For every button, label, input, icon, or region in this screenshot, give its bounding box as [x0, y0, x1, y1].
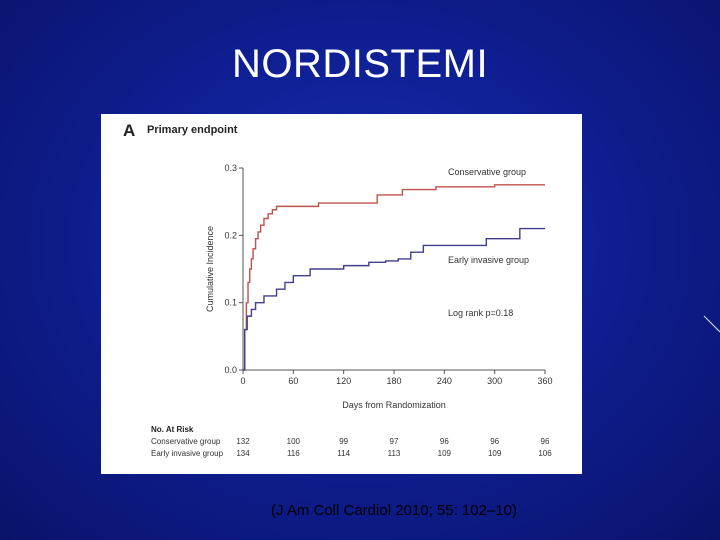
- at-risk-value: 109: [488, 449, 502, 458]
- legend-label-conservative: Conservative group: [448, 167, 526, 177]
- x-tick-label: 240: [437, 376, 452, 386]
- log-rank-annotation: Log rank p=0.18: [448, 308, 513, 318]
- panel-letter: A: [123, 121, 135, 140]
- x-tick-label: 360: [537, 376, 552, 386]
- at-risk-value: 114: [337, 449, 350, 458]
- at-risk-value: 96: [440, 437, 449, 446]
- at-risk-row-label-invasive: Early invasive group: [151, 449, 224, 458]
- at-risk-value: 100: [287, 437, 301, 446]
- at-risk-value: 96: [490, 437, 499, 446]
- x-axis-label: Days from Randomization: [342, 400, 446, 410]
- at-risk-value: 99: [339, 437, 348, 446]
- citation: (J Am Coll Cardiol 2010; 55: 102–10): [271, 502, 517, 519]
- x-tick-label: 60: [288, 376, 298, 386]
- y-tick-label: 0.0: [224, 365, 237, 375]
- at-risk-value: 134: [236, 449, 250, 458]
- at-risk-value: 113: [388, 449, 401, 458]
- series-line-invasive: [243, 227, 545, 371]
- x-tick-label: 0: [240, 376, 245, 386]
- series-line-conservative: [243, 184, 545, 371]
- at-risk-value: 109: [438, 449, 452, 458]
- at-risk-row-label-conservative: Conservative group: [151, 437, 221, 446]
- x-tick-label: 120: [336, 376, 351, 386]
- legend-label-invasive: Early invasive group: [448, 255, 529, 265]
- y-tick-label: 0.1: [224, 298, 237, 308]
- y-tick-label: 0.2: [224, 230, 237, 240]
- x-tick-label: 180: [386, 376, 401, 386]
- at-risk-value: 97: [390, 437, 399, 446]
- y-axis-label: Cumulative Incidence: [205, 226, 215, 312]
- at-risk-value: 132: [236, 437, 250, 446]
- km-chart: A Primary endpoint Cumulative Incidence …: [123, 121, 553, 458]
- at-risk-header: No. At Risk: [151, 425, 194, 434]
- at-risk-value: 106: [538, 449, 552, 458]
- at-risk-value: 116: [287, 449, 300, 458]
- slide-title: NORDISTEMI: [231, 42, 489, 86]
- chart-title: Primary endpoint: [147, 124, 238, 136]
- x-tick-label: 300: [487, 376, 502, 386]
- km-figure: A Primary endpoint Cumulative Incidence …: [101, 114, 582, 474]
- y-tick-label: 0.3: [224, 163, 237, 173]
- at-risk-value: 96: [541, 437, 550, 446]
